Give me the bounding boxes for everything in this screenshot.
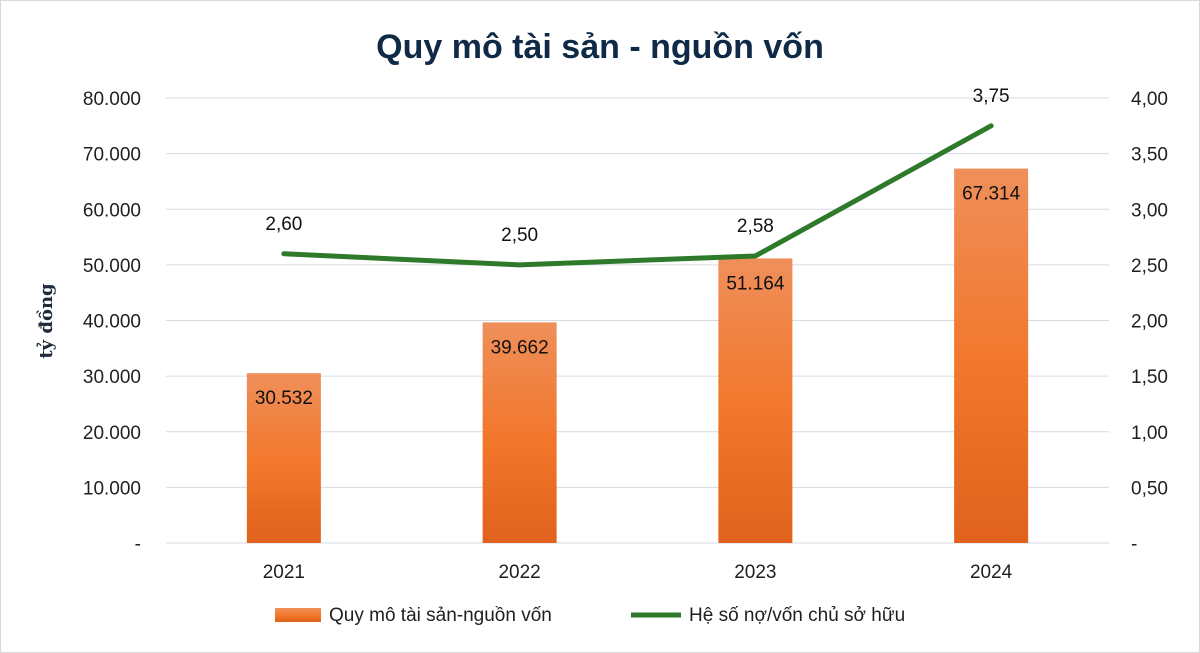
bar-data-label: 30.532 <box>255 388 313 409</box>
x-tick-label: 2021 <box>263 562 305 583</box>
bar-data-label: 51.164 <box>726 273 785 294</box>
line-point <box>517 262 522 267</box>
right-tick-label: 3,50 <box>1131 145 1168 166</box>
right-tick-label: - <box>1131 534 1137 555</box>
line-data-label: 2,50 <box>501 225 538 246</box>
right-tick-label: 4,00 <box>1131 89 1168 110</box>
line-series: 2,60 2,50 2,58 3,75 <box>265 86 1010 268</box>
right-tick-label: 2,00 <box>1131 312 1168 333</box>
bar-data-label: 67.314 <box>962 184 1021 205</box>
bar <box>954 168 1029 544</box>
x-tick-label: 2023 <box>734 562 776 583</box>
right-tick-label: 1,50 <box>1131 367 1168 388</box>
x-tick-label: 2022 <box>498 562 540 583</box>
right-tick-label: 0,50 <box>1131 478 1168 499</box>
right-tick-label: 3,00 <box>1131 200 1168 221</box>
left-tick-label: 70.000 <box>83 145 141 166</box>
y-axis-label: tỷ đồng <box>35 283 57 359</box>
left-tick-label: - <box>135 534 141 555</box>
bar <box>718 258 793 543</box>
legend-label-bar: Quy mô tài sản-nguồn vốn <box>329 605 552 626</box>
bar <box>246 373 321 543</box>
left-tick-label: 10.000 <box>83 478 141 499</box>
legend: Quy mô tài sản-nguồn vốn Hệ số nợ/vốn ch… <box>275 605 905 626</box>
x-tick-label: 2024 <box>970 562 1013 583</box>
chart-title: Quy mô tài sản - nguồn vốn <box>376 28 824 66</box>
legend-label-line: Hệ số nợ/vốn chủ sở hữu <box>689 605 905 626</box>
left-tick-label: 40.000 <box>83 312 141 333</box>
bar-data-label: 39.662 <box>491 337 549 358</box>
gridlines <box>166 97 1109 544</box>
left-axis-ticks: - 10.000 20.000 30.000 40.000 50.000 60.000 70.… <box>83 89 141 555</box>
right-tick-label: 1,00 <box>1131 423 1168 444</box>
bar-series: 30.532 39.662 51.164 67.314 <box>246 168 1029 544</box>
left-tick-label: 30.000 <box>83 367 141 388</box>
x-axis-ticks: 2021 2022 2023 2024 <box>263 562 1013 583</box>
left-tick-label: 50.000 <box>83 256 141 277</box>
line-data-label: 2,58 <box>737 216 774 237</box>
bar <box>482 322 557 543</box>
legend-swatch-bar <box>275 608 321 622</box>
line-point <box>753 253 758 258</box>
line-data-label: 2,60 <box>265 214 302 235</box>
left-tick-label: 60.000 <box>83 200 141 221</box>
line-data-label: 3,75 <box>973 86 1010 107</box>
line-path <box>281 123 994 268</box>
left-tick-label: 80.000 <box>83 89 141 110</box>
right-tick-label: 2,50 <box>1131 256 1168 277</box>
line-point <box>989 123 994 128</box>
line-point <box>281 251 286 256</box>
left-tick-label: 20.000 <box>83 423 141 444</box>
right-axis-ticks: - 0,50 1,00 1,50 2,00 2,50 3,00 3,50 4,00 <box>1131 89 1168 555</box>
